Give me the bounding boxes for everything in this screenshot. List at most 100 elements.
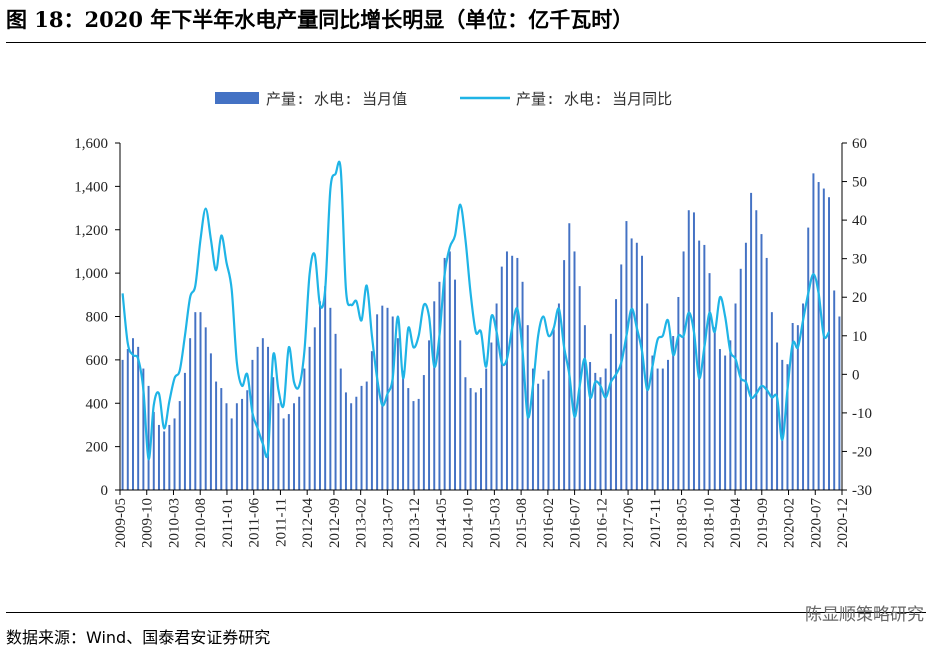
bar	[428, 340, 431, 490]
bar	[168, 424, 171, 490]
bar	[557, 303, 560, 490]
bar	[324, 286, 327, 490]
bar	[635, 242, 638, 490]
bar	[438, 281, 441, 490]
bar	[267, 346, 270, 490]
y-left-tick-label: 1,200	[74, 223, 108, 239]
bar	[615, 299, 618, 490]
x-tick-label: 2015-03	[487, 498, 503, 548]
bar	[490, 342, 493, 490]
x-tick-label: 2016-02	[541, 498, 557, 548]
bar	[194, 312, 197, 490]
bar	[215, 381, 218, 490]
bar	[474, 392, 477, 490]
x-tick-label: 2011-11	[273, 498, 289, 547]
bar	[765, 257, 768, 490]
y-left-tick-label: 1,600	[74, 136, 108, 152]
x-tick-label: 2020-02	[782, 498, 798, 548]
bar	[713, 327, 716, 490]
bar	[282, 418, 285, 490]
bar	[459, 340, 462, 490]
bar	[625, 221, 628, 490]
y-right-tick-label: -10	[852, 406, 872, 422]
bar	[350, 403, 353, 490]
bar	[770, 312, 773, 490]
bar	[277, 403, 280, 490]
bar	[781, 359, 784, 491]
legend-bar-swatch	[215, 92, 259, 104]
bar	[838, 316, 841, 490]
x-tick-label: 2013-12	[407, 498, 423, 548]
watermark: 陈显顺策略研究	[805, 605, 924, 625]
bar	[433, 301, 436, 490]
bar	[220, 388, 223, 490]
bar	[448, 251, 451, 490]
y-right-tick-label: 0	[852, 367, 860, 383]
bar	[251, 359, 254, 491]
bar	[376, 314, 379, 490]
bar	[183, 372, 186, 490]
bar	[485, 368, 488, 490]
y-right-tick-label: 40	[852, 213, 867, 229]
y-right-tick-label: -20	[852, 444, 872, 460]
bar	[698, 240, 701, 490]
bar	[667, 359, 669, 491]
bar	[646, 303, 649, 490]
x-tick-label: 2020-12	[835, 498, 851, 548]
bar	[542, 379, 545, 490]
bar	[344, 392, 347, 490]
bar	[760, 234, 763, 490]
bar	[594, 372, 597, 490]
bar	[807, 227, 810, 490]
x-tick-label: 2010-08	[193, 498, 209, 548]
legend-bar-label: 产量: 水电: 当月值	[266, 90, 407, 108]
yoy-line-series	[121, 160, 830, 461]
bar	[734, 303, 737, 490]
bar	[142, 368, 145, 490]
bar	[521, 281, 524, 490]
bar	[812, 173, 815, 491]
bar	[209, 353, 212, 490]
bar	[744, 242, 747, 490]
axes: 02004006008001,0001,2001,4001,600-30-20-…	[74, 136, 872, 548]
x-tick-label: 2015-08	[514, 498, 530, 548]
bar	[724, 355, 727, 490]
bar	[157, 424, 160, 490]
y-left-tick-label: 200	[86, 440, 109, 456]
bar	[199, 312, 202, 490]
bar	[687, 210, 690, 491]
bar	[750, 192, 753, 490]
bar	[329, 307, 332, 490]
bar	[381, 305, 384, 490]
bar	[272, 377, 275, 490]
bar	[287, 414, 290, 490]
x-tick-label: 2016-07	[568, 498, 584, 548]
bar	[682, 251, 685, 490]
x-tick-label: 2011-01	[220, 498, 236, 547]
bar	[225, 403, 228, 490]
bar	[630, 238, 633, 490]
bar	[137, 346, 140, 490]
bar	[776, 342, 779, 490]
bar	[256, 346, 259, 490]
bar	[303, 368, 306, 490]
x-tick-label: 2012-04	[300, 498, 316, 548]
bar	[121, 359, 124, 491]
bar	[189, 338, 192, 490]
bar	[589, 362, 592, 490]
bar	[641, 255, 643, 490]
bar	[355, 396, 358, 490]
bar	[391, 316, 394, 490]
bar	[677, 296, 680, 490]
bar	[817, 182, 820, 491]
bar	[537, 383, 540, 490]
x-tick-label: 2019-04	[728, 498, 744, 548]
bar	[505, 251, 508, 490]
bar	[822, 188, 825, 491]
bar	[261, 338, 264, 490]
bar	[531, 368, 534, 490]
y-left-tick-label: 800	[86, 310, 109, 326]
bar	[516, 257, 519, 490]
bar	[402, 370, 405, 490]
y-left-tick-label: 400	[86, 396, 109, 412]
